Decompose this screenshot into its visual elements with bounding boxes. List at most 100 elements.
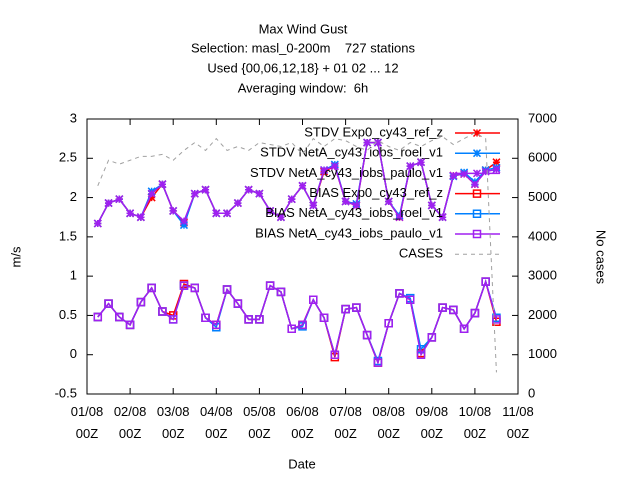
series-marker [406, 295, 415, 304]
series-marker [341, 197, 350, 206]
series-marker [115, 312, 124, 322]
series-marker [352, 303, 361, 312]
series-marker [147, 189, 156, 198]
series-marker [93, 312, 103, 322]
y2-tick-label: 4000 [528, 228, 557, 243]
series-marker [395, 289, 404, 298]
legend-label: BIAS NetA_cy43_iobs_paulo_v1 [255, 225, 443, 240]
series-marker [481, 277, 490, 286]
series-marker [136, 213, 145, 222]
x-tick-label: 08/08 00Z [372, 404, 405, 441]
series-marker [168, 315, 178, 324]
series-marker [179, 281, 189, 290]
series-line [97, 279, 498, 365]
series-marker [384, 319, 393, 328]
series-marker [212, 320, 221, 330]
series-marker [104, 299, 113, 308]
x-tick-label: 11/08 00Z [502, 404, 534, 441]
series-marker [222, 285, 232, 294]
series-marker [449, 171, 458, 180]
series-marker [406, 162, 415, 171]
legend-label: CASES [399, 246, 443, 261]
legend-marker [472, 229, 482, 239]
plot-border [86, 118, 519, 395]
y-tick-label: 0.5 [59, 307, 77, 322]
series-marker [190, 283, 199, 293]
series-marker [363, 138, 372, 147]
series-marker [373, 358, 383, 367]
series-marker [309, 295, 318, 304]
legend-label: STDV Exp0_cy43_ref_z [304, 124, 443, 139]
series-marker [266, 206, 275, 215]
y-tick-label: -0.5 [55, 385, 77, 400]
legend-label: BIAS NetA_cy43_iobs_roel_v1 [265, 205, 443, 220]
series-marker [492, 158, 501, 167]
series-marker [212, 209, 221, 218]
series-marker [470, 180, 479, 189]
series-marker [126, 209, 135, 218]
series-marker [309, 201, 318, 210]
series-marker [287, 195, 296, 204]
series-marker [244, 315, 253, 324]
series-marker [320, 166, 329, 175]
y2-tick-label: 5000 [528, 189, 557, 204]
legend-label: BIAS Exp0_cy43_ref_z [309, 185, 443, 200]
x-tick-label: 07/08 00Z [329, 404, 362, 441]
series-marker [147, 283, 156, 293]
series-marker [341, 304, 350, 314]
series-marker [481, 167, 490, 176]
series-marker [298, 181, 307, 190]
series-marker [223, 209, 232, 218]
legend-marker [472, 189, 482, 198]
y2-tick-label: 7000 [528, 110, 557, 125]
y2-axis-label: No cases [594, 230, 609, 285]
x-tick-label: 10/08 00Z [459, 404, 492, 441]
y2-tick-label: 1000 [528, 346, 557, 361]
x-tick-label: 01/08 00Z [71, 404, 104, 441]
series-line [97, 141, 497, 224]
series-marker [255, 189, 264, 198]
legend-marker [472, 128, 482, 138]
x-axis-label: Date [288, 456, 315, 471]
series-line [97, 132, 497, 373]
chart-subtitle: Used {00,06,12,18} + 01 02 ... 12 [207, 60, 398, 75]
series-line [97, 279, 498, 364]
series-marker [115, 195, 124, 204]
series-marker [287, 324, 296, 334]
series-marker [265, 281, 275, 290]
y-tick-label: 1 [70, 268, 77, 283]
series-marker [352, 201, 361, 210]
x-tick-label: 09/08 00Z [416, 404, 449, 441]
series-marker [190, 189, 199, 198]
series-marker [395, 213, 404, 222]
series-marker [470, 308, 480, 318]
series-marker [427, 201, 436, 210]
y2-tick-label: 2000 [528, 307, 557, 322]
legend-marker [472, 169, 482, 178]
series-marker [373, 138, 382, 147]
series-marker [233, 299, 243, 308]
legend-marker [472, 149, 482, 158]
series-marker [319, 313, 329, 323]
chart-subtitle: Selection: masl_0-200m 727 stations [191, 40, 416, 55]
y2-tick-label: 0 [528, 385, 535, 400]
series-marker [233, 199, 242, 208]
y2-tick-label: 3000 [528, 268, 557, 283]
y-tick-label: 2 [70, 189, 77, 204]
series-marker [276, 213, 285, 222]
legend-label: STDV NetA_cy43_iobs_roel_v1 [260, 145, 443, 160]
y2-tick-label: 6000 [528, 150, 557, 165]
series-marker [416, 158, 426, 167]
chart-title: Max Wind Gust [259, 21, 348, 36]
series-marker [298, 320, 307, 330]
x-tick-label: 05/08 00Z [243, 404, 276, 441]
series-marker [459, 324, 469, 334]
x-tick-label: 04/08 00Z [200, 404, 233, 441]
series-marker [244, 185, 253, 194]
series-marker [427, 333, 437, 342]
series-marker [384, 197, 393, 206]
series-marker [179, 217, 189, 226]
series-marker [201, 313, 210, 323]
series-marker [93, 219, 102, 228]
